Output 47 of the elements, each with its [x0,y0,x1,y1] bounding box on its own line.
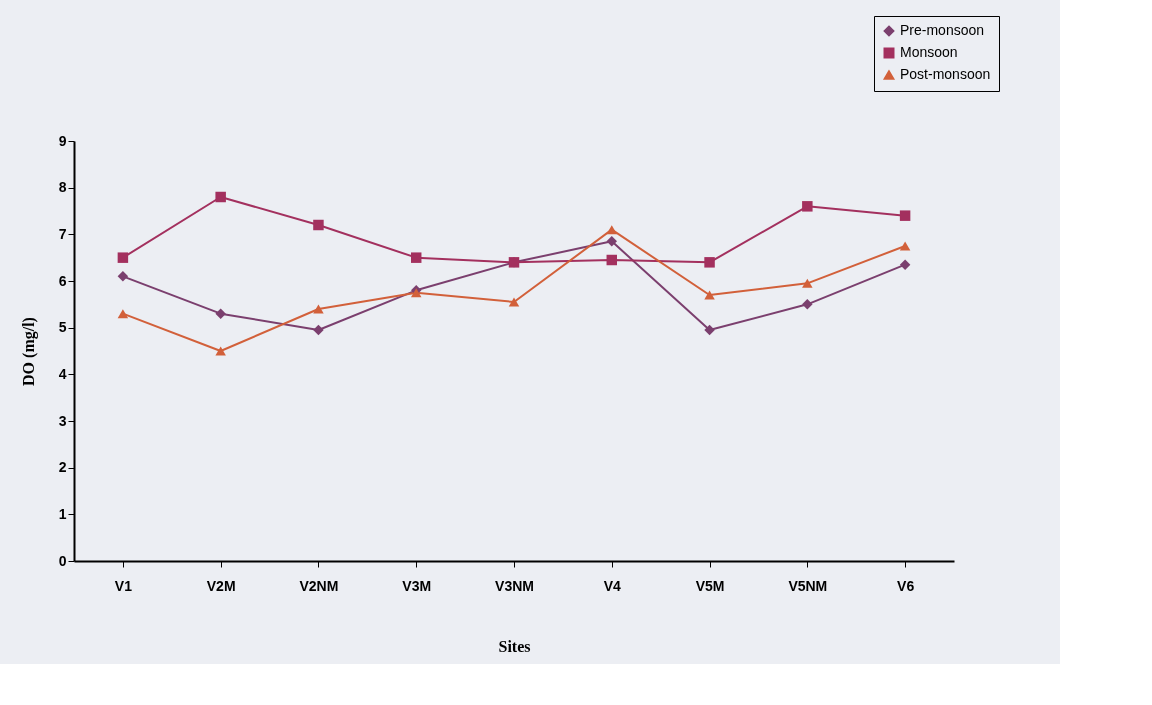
point [606,236,618,247]
point [802,201,813,212]
x-axis-title: Sites [498,637,531,655]
x-tick-label: V4 [603,577,622,594]
point [508,297,520,307]
y-tick-label: 8 [58,179,67,196]
point [313,219,324,231]
legend-label: Monsoon [900,44,958,60]
point [899,241,911,251]
point [802,278,813,288]
point [117,271,129,282]
point [899,210,911,221]
legend-label: Pre-monsoon [900,22,985,38]
y-tick-label: 9 [58,132,67,149]
point [704,257,715,268]
point [704,290,715,300]
point [313,324,324,336]
point [899,259,911,270]
x-tick-label: V3M [402,577,432,594]
point [313,304,324,314]
y-tick-label: 7 [58,225,67,242]
point [606,225,618,235]
point [802,299,813,310]
point [117,252,129,263]
x-tick-label: V5M [695,577,725,594]
y-tick-label: 5 [58,319,67,336]
legend-label: Post-monsoon [900,66,991,82]
y-tick-label: 6 [58,272,67,289]
x-tick-label: V2M [206,577,236,594]
x-tick-label: V1 [114,577,133,594]
y-tick-label: 2 [58,459,67,476]
y-tick-label: 0 [58,552,67,569]
point [606,254,618,266]
y-tick-label: 3 [58,412,67,429]
point [704,324,715,336]
x-tick-label: V2NM [299,577,339,594]
point [117,309,129,319]
point [215,191,226,203]
point [215,346,226,356]
y-axis-title: DO (mg/l) [19,317,38,386]
x-tick-label: V6 [897,577,915,594]
point [410,252,422,263]
y-tick-label: 4 [58,365,67,382]
point [215,308,226,319]
x-tick-label: V5NM [788,577,828,594]
x-tick-label: V3NM [495,577,534,594]
y-tick-label: 1 [58,505,67,522]
